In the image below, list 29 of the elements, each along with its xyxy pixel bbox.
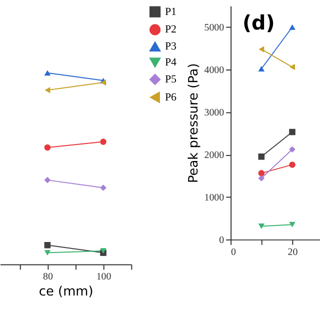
- y-tick-label: 5000: [204, 22, 224, 34]
- legend-label: P6: [164, 91, 178, 104]
- y-axis-title: Peak pressure (Pa): [186, 63, 202, 184]
- y-tick-label: 1000: [204, 192, 224, 204]
- point: [258, 170, 265, 176]
- legend-label: P5: [164, 73, 178, 86]
- legend-label: P4: [164, 56, 178, 69]
- point: [44, 144, 51, 151]
- y-tick-label: 0: [219, 234, 224, 246]
- y-tick-label: 3000: [204, 108, 224, 119]
- x-tick-label: 80: [42, 272, 53, 283]
- point: [258, 175, 265, 182]
- legend-label: P1: [164, 6, 177, 18]
- annotation: (d): [242, 12, 275, 35]
- point: [289, 128, 296, 136]
- x-tick-label: 100: [96, 272, 112, 283]
- point: [289, 162, 296, 168]
- legend-label: P3: [164, 40, 178, 53]
- y-tick-label: 4000: [204, 65, 224, 76]
- point: [100, 184, 106, 191]
- point: [44, 242, 51, 248]
- x-axis-title: ce (mm): [38, 284, 94, 300]
- point: [258, 153, 265, 160]
- x-tick-label: 20: [288, 246, 298, 258]
- point: [44, 176, 51, 184]
- legend-label: P2: [164, 24, 177, 36]
- y-tick-label: 2000: [204, 150, 224, 161]
- point: [289, 146, 296, 153]
- point: [100, 138, 106, 145]
